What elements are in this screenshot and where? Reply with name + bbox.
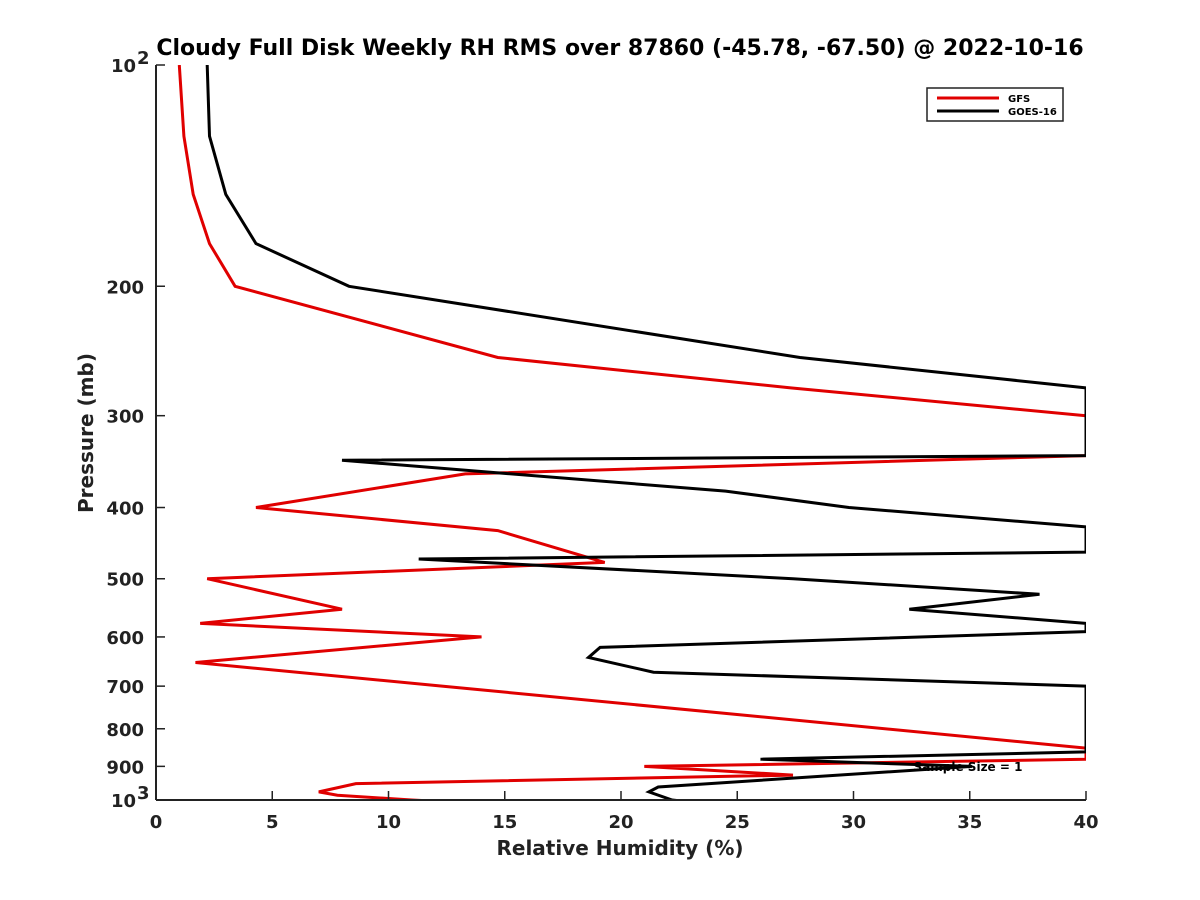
chart-title: Cloudy Full Disk Weekly RH RMS over 8786… bbox=[156, 36, 1083, 61]
sample-size-annotation: Sample Size = 1 bbox=[914, 760, 1023, 774]
y-tick-label: 700 bbox=[106, 677, 144, 698]
legend-label-gfs: GFS bbox=[1008, 94, 1030, 105]
x-tick-label: 20 bbox=[608, 812, 633, 833]
y-tick-label: 500 bbox=[106, 570, 144, 591]
x-axis-label: Relative Humidity (%) bbox=[496, 836, 743, 860]
x-tick-label: 5 bbox=[266, 812, 279, 833]
plot-area bbox=[155, 65, 1086, 801]
x-tick-label: 10 bbox=[376, 812, 401, 833]
y-tick-exponent: 3 bbox=[137, 783, 150, 804]
series-group bbox=[177, 65, 1086, 800]
y-tick-label: 10 bbox=[111, 791, 136, 812]
x-tick-label: 15 bbox=[492, 812, 517, 833]
y-tick-label: 600 bbox=[106, 628, 144, 649]
y-tick-label: 800 bbox=[106, 720, 144, 741]
y-tick-label: 400 bbox=[106, 499, 144, 520]
y-tick-label: 900 bbox=[106, 757, 144, 778]
y-tick-label: 200 bbox=[106, 277, 144, 298]
x-tick-label: 35 bbox=[957, 812, 982, 833]
legend: GFS GOES-16 bbox=[926, 87, 1064, 122]
x-tick-label: 30 bbox=[841, 812, 866, 833]
y-tick-label: 300 bbox=[106, 407, 144, 428]
x-axis-ticks: 0 5 10 15 20 25 30 35 40 bbox=[150, 791, 1099, 833]
series-line-gfs bbox=[177, 65, 1086, 800]
series-line-goes-16 bbox=[205, 65, 1086, 800]
y-axis-label: Pressure (mb) bbox=[74, 353, 98, 513]
y-tick-exponent: 2 bbox=[137, 48, 150, 69]
x-tick-label: 40 bbox=[1073, 812, 1098, 833]
legend-box bbox=[926, 87, 1064, 122]
legend-label-goes-16: GOES-16 bbox=[1008, 107, 1057, 118]
x-tick-label: 0 bbox=[150, 812, 163, 833]
y-tick-label: 10 bbox=[111, 56, 136, 77]
x-tick-label: 25 bbox=[725, 812, 750, 833]
